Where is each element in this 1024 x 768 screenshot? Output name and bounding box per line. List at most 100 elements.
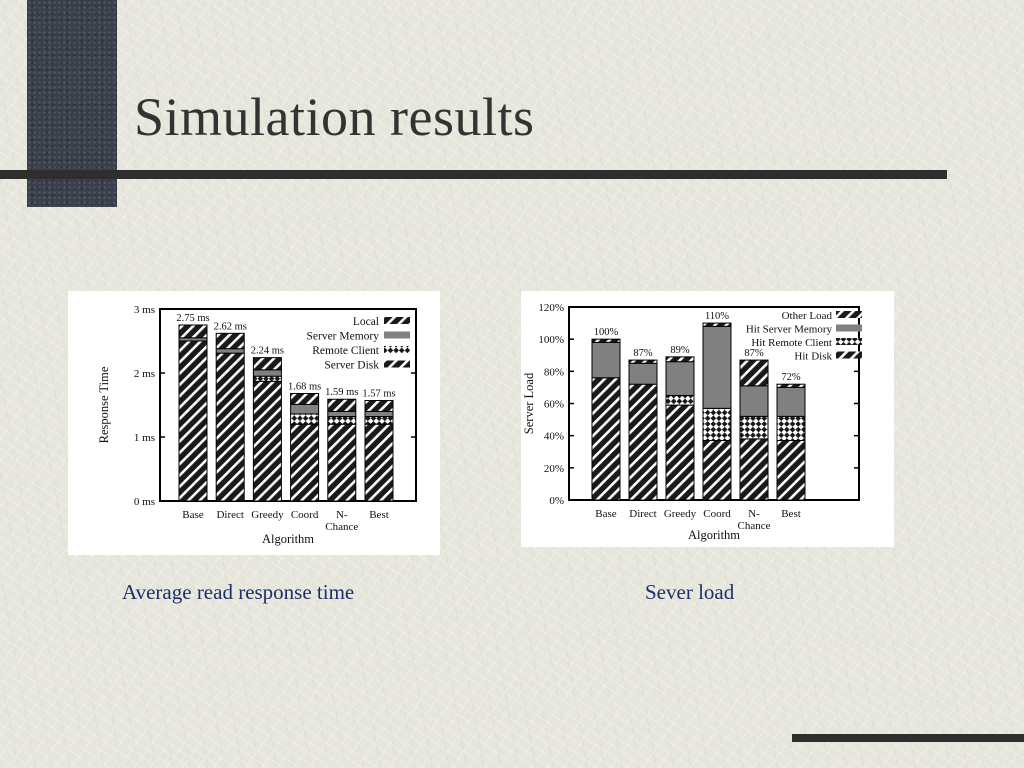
bar-segment-local (327, 398, 357, 412)
x-tick-label: Direct (216, 509, 243, 521)
legend-label-hit-disk: Hit Disk (794, 351, 832, 363)
bar-segment-remote-client (327, 416, 357, 425)
bar-segment-local (252, 357, 282, 371)
bar-total-label: 87% (633, 348, 653, 359)
x-tick-label: Coord (291, 509, 319, 521)
y-tick-label: 80% (544, 366, 564, 378)
x-tick-label: Chance (738, 520, 771, 532)
response-time-chart: 0 ms 1 ms 2 ms 3 ms 2.75 ms Base 2.62 ms Direct… (68, 291, 440, 555)
y-tick-label: 120% (538, 302, 564, 314)
bar-segment-remote-client (252, 375, 282, 382)
bar-segment-hit-disk (702, 439, 732, 501)
bar-segment-hit-remote-client (702, 407, 732, 441)
bar-total-label: 1.68 ms (288, 381, 321, 392)
bar-segment-server-memory (252, 369, 282, 377)
y-axis-title: Response Time (97, 366, 111, 443)
bar-segment-other-load (628, 359, 658, 364)
legend-label-hit-server-memory: Hit Server Memory (746, 324, 833, 336)
bar-segment-hit-disk (776, 439, 806, 501)
y-tick-label: 0 ms (134, 496, 155, 508)
x-tick-label: Base (595, 508, 617, 520)
bar-segment-other-load (665, 356, 695, 363)
bar-segment-hit-server-memory (702, 325, 732, 409)
bar-total-label: 1.57 ms (362, 389, 395, 400)
x-axis-title: Algorithm (688, 528, 740, 542)
x-tick-label: Best (781, 508, 801, 520)
bar-segment-remote-client (364, 416, 394, 425)
bar-segment-server-disk (178, 340, 208, 502)
bar-segment-server-disk (252, 380, 282, 502)
legend-swatch-other-load (836, 311, 862, 318)
bar-total-label: 72% (781, 372, 801, 383)
bar-segment-hit-server-memory (776, 386, 806, 417)
bar-total-label: 89% (670, 345, 690, 356)
bar-segment-local (178, 324, 208, 339)
caption-server-load: Sever load (645, 580, 735, 604)
x-tick-label: N- (748, 508, 760, 520)
bar-segment-hit-server-memory (591, 341, 621, 379)
plot-frame (159, 308, 417, 502)
bar-total-label: 2.75 ms (176, 313, 209, 324)
legend-label-other-load: Other Load (782, 310, 833, 322)
bar-segment-server-memory (364, 410, 394, 418)
y-tick-label: 20% (544, 463, 564, 475)
bar-segment-hit-server-memory (739, 385, 769, 417)
bar-total-label: 87% (744, 348, 764, 359)
y-axis-title: Server Load (522, 372, 536, 434)
y-tick-label: 60% (544, 399, 564, 411)
title-divider (0, 170, 947, 179)
bar-segment-hit-disk (628, 383, 658, 501)
legend-label-server-memory: Server Memory (307, 331, 380, 343)
bar-segment-hit-disk (591, 377, 621, 501)
legend-label-server-disk: Server Disk (324, 360, 379, 372)
y-tick-label: 3 ms (134, 304, 155, 316)
server-load-chart-svg: 0% 20% 40% 60% 80% 100% 120% 100% Base 87% Direct 8… (522, 302, 862, 542)
x-tick-label: Base (182, 509, 204, 521)
bar-segment-other-load (591, 338, 621, 343)
legend-swatch-server-disk (384, 360, 410, 368)
server-load-chart: 0% 20% 40% 60% 80% 100% 120% 100% Base 87% Direct 8… (521, 291, 894, 547)
bar-segment-local (364, 400, 394, 412)
bar-segment-hit-server-memory (628, 362, 658, 385)
bar-segment-hit-server-memory (665, 361, 695, 396)
legend-swatch-server-memory (384, 331, 410, 339)
bar-segment-remote-client (290, 413, 320, 425)
bar-segment-server-disk (327, 423, 357, 502)
x-tick-label: Coord (703, 508, 731, 520)
legend-swatch-remote-client (384, 346, 410, 353)
legend-swatch-hit-server-memory (836, 324, 862, 332)
legend-swatch-hit-remote-client (836, 338, 862, 345)
bar-total-label: 110% (705, 311, 729, 322)
y-tick-label: 1 ms (134, 432, 155, 444)
bar-segment-server-memory (215, 348, 245, 354)
bar-segment-server-memory (290, 403, 320, 415)
x-tick-label: Chance (325, 521, 358, 533)
bar-segment-hit-remote-client (739, 415, 769, 440)
y-tick-label: 2 ms (134, 368, 155, 380)
x-tick-label: Greedy (664, 508, 697, 520)
bar-total-label: 2.24 ms (251, 346, 284, 357)
response-time-chart-svg: 0 ms 1 ms 2 ms 3 ms 2.75 ms Base 2.62 ms Direct… (97, 304, 417, 546)
bar-segment-server-memory (327, 410, 357, 418)
bar-segment-hit-disk (739, 438, 769, 501)
legend-label-remote-client: Remote Client (312, 345, 380, 357)
slide-title: Simulation results (134, 87, 535, 147)
bar-segment-server-disk (215, 352, 245, 502)
bar-segment-server-disk (290, 423, 320, 502)
bar-segment-other-load (776, 383, 806, 388)
bar-total-label: 100% (594, 327, 619, 338)
legend-swatch-hit-disk (836, 351, 862, 359)
x-tick-label: Greedy (251, 509, 284, 521)
x-axis-title: Algorithm (262, 532, 314, 546)
bar-segment-other-load (702, 322, 732, 327)
y-tick-label: 40% (544, 431, 564, 443)
y-tick-label: 0% (549, 495, 564, 507)
x-tick-label: Best (369, 509, 389, 521)
bar-segment-server-disk (364, 423, 394, 502)
legend-swatch-local (384, 317, 410, 324)
x-tick-label: Direct (629, 508, 656, 520)
legend-label-hit-remote-client: Hit Remote Client (751, 337, 832, 349)
bar-segment-hit-remote-client (665, 394, 695, 406)
bar-segment-local (290, 392, 320, 405)
bar-total-label: 1.59 ms (325, 387, 358, 398)
